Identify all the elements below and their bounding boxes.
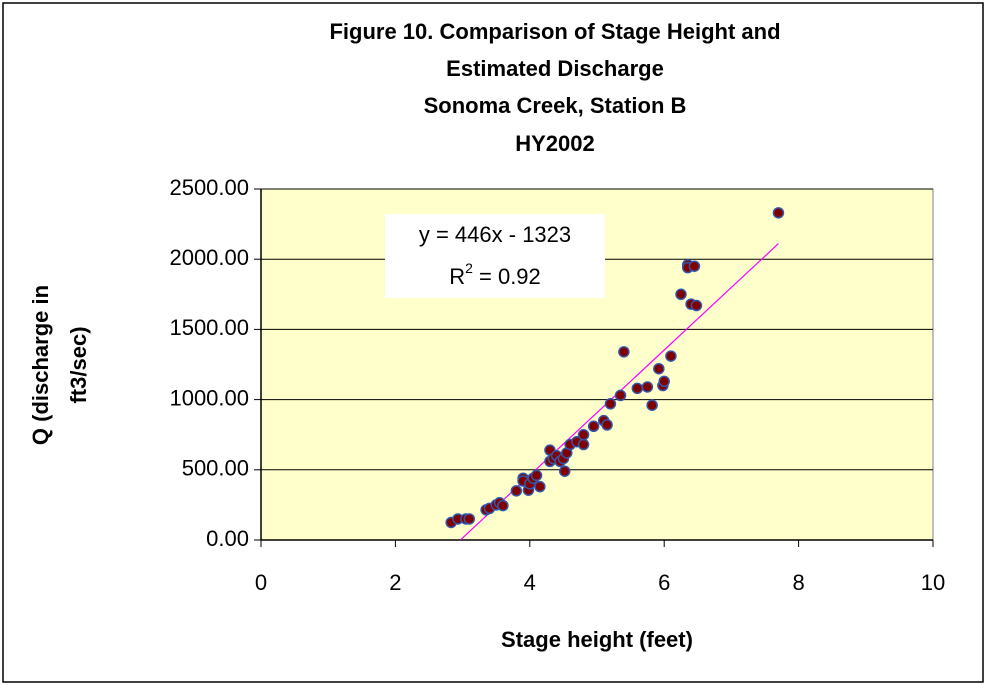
data-point: [530, 469, 543, 482]
y-tick-label: 1000.00: [169, 385, 249, 410]
data-point: [690, 299, 703, 312]
data-point: [614, 389, 627, 402]
r-squared: R2 = 0.92: [449, 260, 541, 289]
r-squared-part: 2: [465, 260, 473, 276]
data-point: [658, 375, 670, 388]
data-point: [510, 485, 523, 497]
x-tick-label: 10: [921, 570, 945, 595]
data-point: [601, 419, 613, 431]
chart-title: Estimated Discharge: [446, 56, 664, 81]
y-tick-label: 0.00: [206, 526, 249, 551]
data-point: [688, 260, 701, 272]
data-point: [577, 428, 590, 441]
x-tick-label: 8: [792, 570, 804, 595]
data-point: [641, 381, 654, 393]
trendline-equation: y = 446x - 1323: [419, 222, 571, 247]
data-point: [772, 207, 785, 219]
data-point: [558, 465, 571, 477]
y-tick-label: 500.00: [182, 456, 249, 481]
data-point: [618, 346, 630, 358]
x-tick-label: 4: [524, 570, 536, 595]
y-axis-label-line: Q (discharge in: [28, 285, 53, 445]
data-point: [646, 399, 658, 411]
data-point: [653, 362, 665, 375]
y-tick-label: 2000.00: [169, 245, 249, 270]
annotation-box: [385, 214, 605, 298]
data-point: [577, 438, 590, 451]
chart-title: Figure 10. Comparison of Stage Height an…: [329, 19, 780, 44]
x-tick-label: 2: [389, 570, 401, 595]
data-point: [497, 499, 509, 512]
data-point: [534, 480, 546, 493]
x-axis-label: Stage height (feet): [501, 627, 693, 652]
y-axis-label-line: ft3/sec): [66, 326, 91, 403]
r-squared-part: = 0.92: [473, 264, 541, 289]
y-tick-label: 2500.00: [169, 175, 249, 200]
data-point: [587, 420, 600, 433]
data-point: [604, 398, 617, 410]
x-tick-label: 0: [255, 570, 267, 595]
y-axis-label: Q (discharge in ft3/sec): [28, 285, 91, 445]
data-point: [675, 288, 687, 301]
data-point: [631, 382, 644, 395]
data-point: [463, 513, 476, 525]
chart-title: Sonoma Creek, Station B: [424, 93, 687, 118]
r-squared-part: R: [449, 264, 465, 289]
y-tick-label: 1500.00: [169, 315, 249, 340]
x-tick-label: 6: [658, 570, 670, 595]
chart-title: HY2002: [515, 131, 595, 156]
data-point: [665, 350, 677, 362]
